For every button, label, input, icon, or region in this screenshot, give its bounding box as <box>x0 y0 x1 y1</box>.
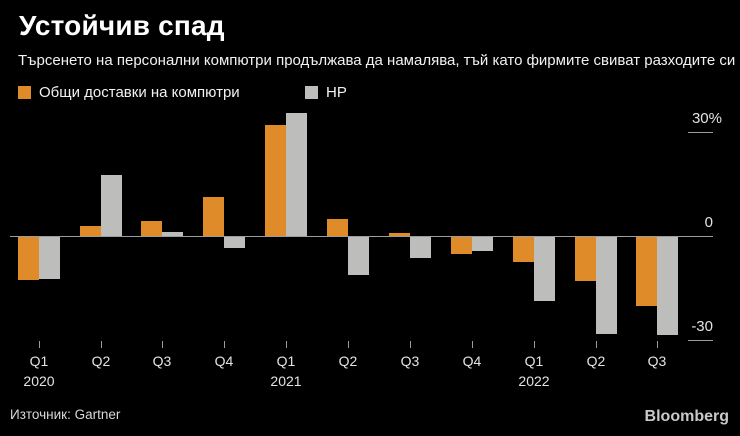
bloomberg-logo: Bloomberg <box>644 408 729 425</box>
legend-item-hp: HP <box>305 84 347 101</box>
x-tick-q1-2022 <box>534 341 535 348</box>
year-label-2021: 2021 <box>270 373 302 389</box>
x-tick-q4-2021 <box>472 341 473 348</box>
bar-hp-q2-2022 <box>596 237 617 334</box>
bar-hp-q4-2020 <box>224 237 245 248</box>
x-tick-q3-2022 <box>657 341 658 348</box>
x-tick-q1-2020 <box>39 341 40 348</box>
bar-hp-q1-2020 <box>39 237 60 279</box>
y-axis-label-0: 0 <box>704 214 713 231</box>
bar-hp-q4-2021 <box>472 237 493 251</box>
legend-swatch-total-icon <box>18 86 31 99</box>
bar-hp-q3-2020 <box>162 232 183 236</box>
source-note: Източник: Gartner <box>10 407 121 422</box>
bar-total-q4-2021 <box>451 237 472 254</box>
x-axis-label-q1-2022: Q1 <box>524 353 544 369</box>
x-tick-q2-2021 <box>348 341 349 348</box>
x-tick-q3-2021 <box>410 341 411 348</box>
bar-hp-q1-2022 <box>534 237 555 301</box>
legend-item-total: Общи доставки на компютри <box>18 84 240 101</box>
y-axis-label-30%: 30% <box>691 110 722 127</box>
bar-total-q2-2020 <box>80 226 101 236</box>
plot-area: 30% 0 -30 Q1 Q2 Q3 Q4 Q1 Q2 Q3 Q4 Q1 Q2 Q3 2020 2021 202… <box>10 110 722 410</box>
bar-total-q1-2020 <box>18 237 39 280</box>
bar-total-q4-2020 <box>203 197 224 236</box>
bar-total-q2-2021 <box>327 219 348 236</box>
legend-swatch-hp-icon <box>305 86 318 99</box>
bar-total-q3-2020 <box>141 221 162 236</box>
x-tick-q2-2020 <box>101 341 102 348</box>
bar-hp-q3-2021 <box>410 237 431 258</box>
ytick-line-30% <box>688 132 713 133</box>
bar-hp-q3-2022 <box>657 237 678 335</box>
x-axis-label-q3-2020: Q3 <box>152 353 172 369</box>
legend-label-total: Общи доставки на компютри <box>39 84 240 101</box>
x-axis-label-q4-2020: Q4 <box>214 353 234 369</box>
bar-total-q1-2021 <box>265 125 286 236</box>
bar-hp-q2-2020 <box>101 175 122 236</box>
bar-hp-q2-2021 <box>348 237 369 275</box>
bar-total-q1-2022 <box>513 237 534 262</box>
x-axis-label-q2-2022: Q2 <box>586 353 606 369</box>
x-tick-q1-2021 <box>286 341 287 348</box>
x-tick-q2-2022 <box>596 341 597 348</box>
year-label-2022: 2022 <box>518 373 550 389</box>
chart-subtitle: Търсенето на персонални компютри продълж… <box>18 52 736 69</box>
zero-gridline <box>10 236 713 237</box>
x-axis-label-q4-2021: Q4 <box>462 353 482 369</box>
bar-hp-q1-2021 <box>286 113 307 236</box>
x-tick-q3-2020 <box>162 341 163 348</box>
chart-title: Устойчив спад <box>19 10 225 41</box>
bar-total-q2-2022 <box>575 237 596 281</box>
x-axis-label-q3-2021: Q3 <box>400 353 420 369</box>
y-axis-label--30: -30 <box>691 318 713 335</box>
x-axis-label-q2-2021: Q2 <box>338 353 358 369</box>
x-axis-label-q3-2022: Q3 <box>647 353 667 369</box>
bar-total-q3-2021 <box>389 233 410 236</box>
legend: Общи доставки на компютри HP <box>0 84 740 102</box>
x-tick-q4-2020 <box>224 341 225 348</box>
x-axis-label-q1-2021: Q1 <box>276 353 296 369</box>
bar-total-q3-2022 <box>636 237 657 306</box>
legend-label-hp: HP <box>326 84 347 101</box>
x-axis-label-q2-2020: Q2 <box>91 353 111 369</box>
ytick-line--30 <box>688 340 713 341</box>
year-label-2020: 2020 <box>23 373 55 389</box>
x-axis-label-q1-2020: Q1 <box>29 353 49 369</box>
